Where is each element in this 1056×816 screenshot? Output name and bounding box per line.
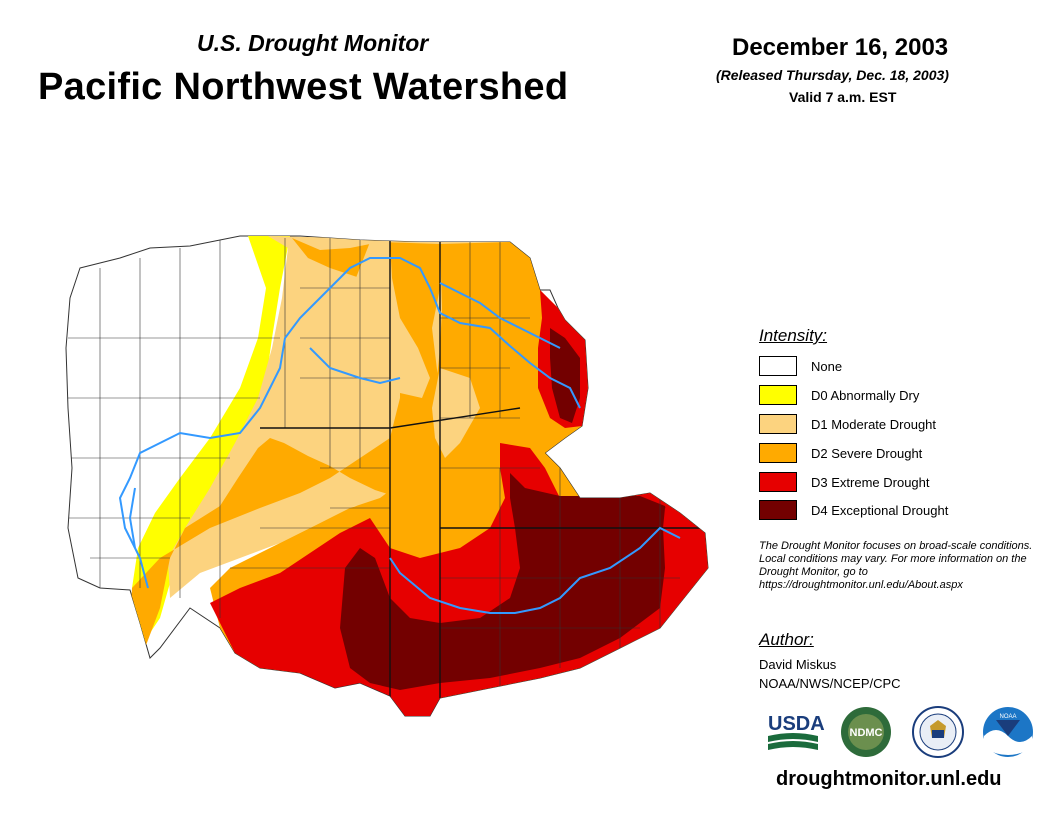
legend-item-none: None [759,355,842,377]
legend-swatch [759,356,797,376]
usda-logo: USDA [768,713,825,750]
legend-title: Intensity: [759,326,828,345]
legend-label: D0 Abnormally Dry [811,387,920,403]
commerce-seal-icon [912,706,964,758]
clark-fork-river [439,282,561,349]
basin-boundaries [260,238,700,698]
legend-swatch [759,443,797,463]
legend-swatch [759,500,797,520]
monitor-note: The Drought Monitor focuses on broad-sca… [759,540,1033,591]
noaa-logo-text: NOAA [999,714,1016,720]
usda-logo-text: USDA [768,713,825,735]
snake-river [389,526,681,614]
rivers [118,257,681,614]
ndmc-logo: NDMC [841,707,891,757]
legend-swatch [759,472,797,492]
legend-label: D1 Moderate Drought [811,416,937,432]
valid-time: Valid 7 a.m. EST [789,89,897,105]
map-subtitle: U.S. Drought Monitor [197,30,429,56]
release-date: (Released Thursday, Dec. 18, 2003) [716,67,949,83]
legend-swatch [759,385,797,405]
map-date: December 16, 2003 [732,34,949,61]
author-title: Author: [759,630,814,649]
author-name: David Miskus [759,657,837,672]
willamette-river [128,487,136,549]
legend-label: D3 Extreme Drought [811,474,930,490]
partner-logos: USDA NDMC NOAA [768,706,1033,758]
legend-item-d0: D0 Abnormally Dry [759,384,919,406]
columbia-river [118,257,581,589]
website-url[interactable]: droughtmonitor.unl.edu [776,768,1002,790]
zone-d0 [132,236,290,648]
map-title: Pacific Northwest Watershed [38,66,569,108]
zone-d4 [340,328,672,690]
author-org: NOAA/NWS/NCEP/CPC [759,676,901,691]
legend-item-d4: D4 Exceptional Drought [759,499,948,521]
legend-item-d2: D2 Severe Drought [759,442,922,464]
ndmc-logo-text: NDMC [850,727,883,739]
spokane-river [309,347,401,385]
legend-label: D2 Severe Drought [811,445,923,461]
legend-label: D4 Exceptional Drought [811,502,949,518]
legend-item-d3: D3 Extreme Drought [759,471,930,493]
legend-label: None [811,358,843,374]
zone-d1-east [432,368,480,458]
drought-map [65,235,709,717]
legend-item-d1: D1 Moderate Drought [759,413,936,435]
noaa-logo: NOAA [983,707,1033,757]
legend-swatch [759,414,797,434]
